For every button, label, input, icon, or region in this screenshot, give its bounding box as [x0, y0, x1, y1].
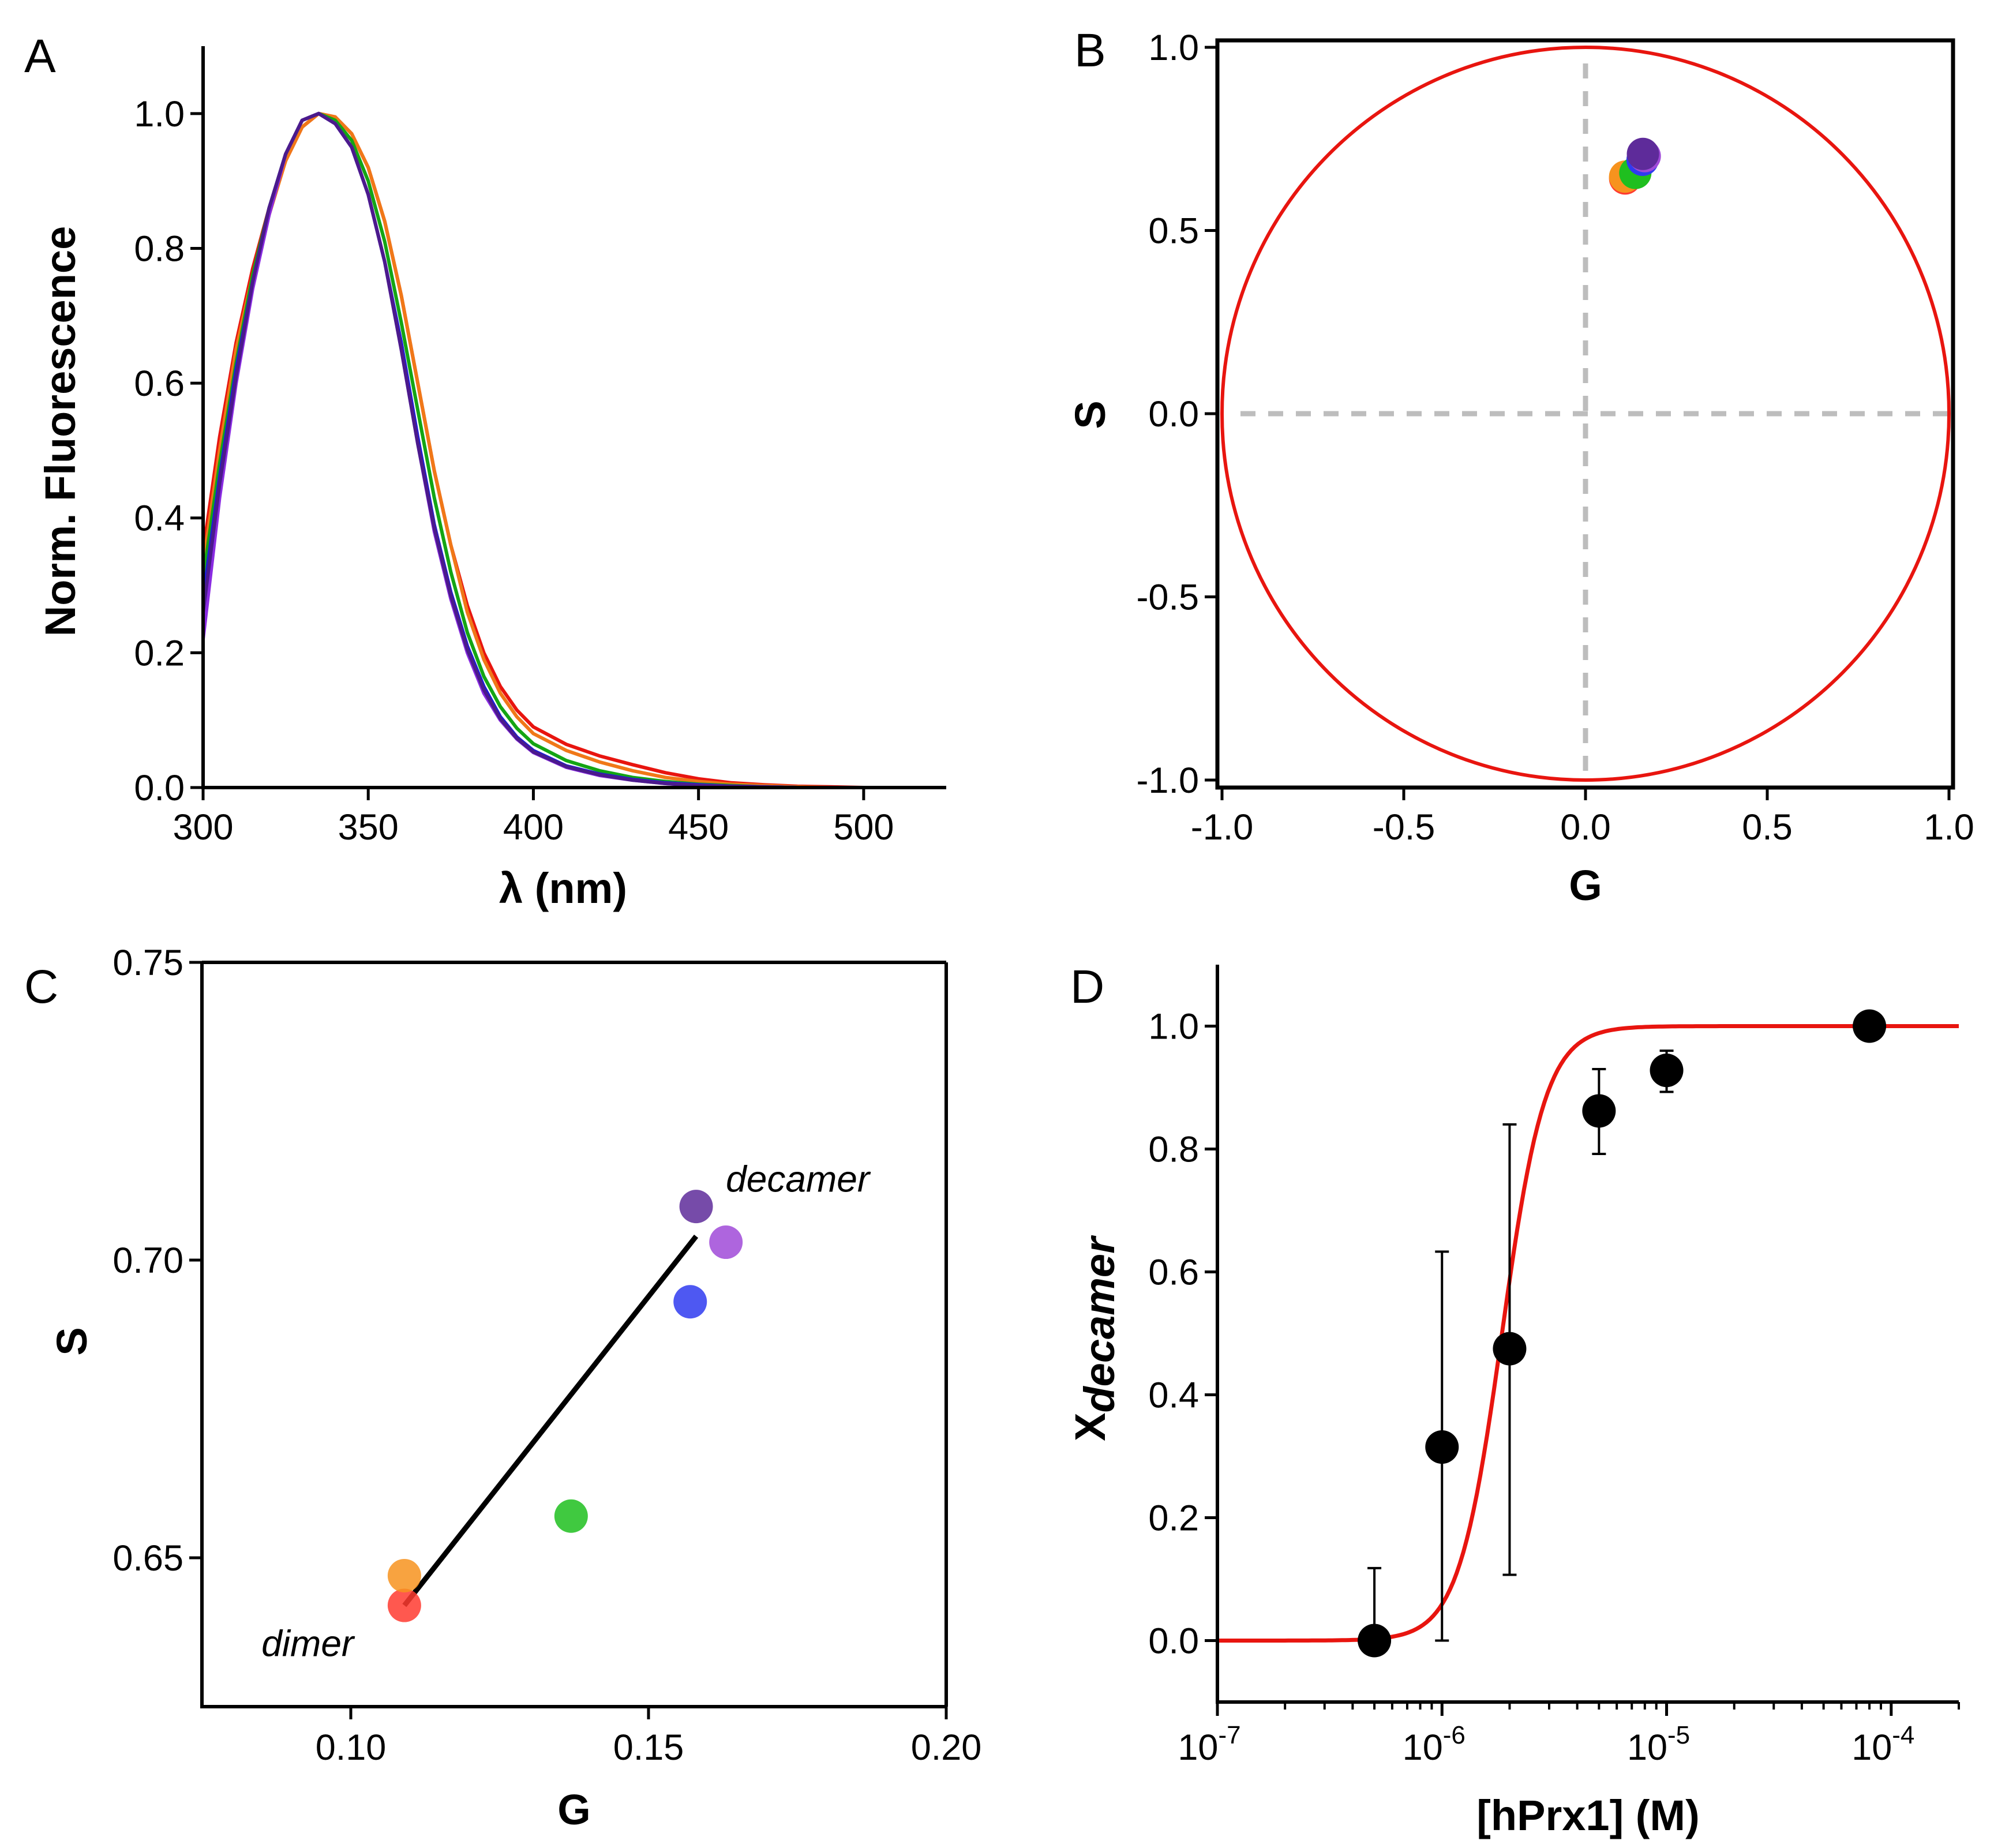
data-point [679, 1190, 713, 1224]
y-tick-label: 0.0 [134, 768, 185, 808]
x-tick-label: 400 [503, 807, 564, 848]
annotation-dimer: dimer [261, 1622, 355, 1664]
y-tick-label: 0.65 [113, 1538, 183, 1579]
series-line-green [201, 111, 864, 789]
x-axis-label: λ (nm) [499, 864, 627, 912]
y-tick-label: 1.0 [1148, 1007, 1199, 1047]
x-axis-label: G [1569, 861, 1602, 909]
y-tick-label: 0.6 [1148, 1253, 1199, 1293]
x-tick-label: 10-4 [1851, 1721, 1914, 1768]
data-point [709, 1225, 743, 1260]
x-axis-label: G [557, 1786, 591, 1834]
x-tick-label: 1.0 [1924, 807, 1974, 848]
y-axis-label: Norm. Fluorescence [36, 226, 84, 636]
x-tick-label: 500 [833, 807, 894, 848]
x-tick-label: 450 [668, 807, 729, 848]
y-axis-label: S [1066, 400, 1114, 429]
x-tick-label: 0.20 [911, 1727, 982, 1768]
data-point [673, 1285, 707, 1319]
x-tick-label: -1.0 [1191, 807, 1254, 848]
fit-curve [1217, 1024, 1959, 1643]
y-tick-label: 0.2 [134, 633, 185, 673]
y-tick-label: 0.70 [113, 1240, 183, 1281]
data-point [1650, 1054, 1684, 1088]
panel-label: D [1070, 961, 1104, 1013]
panel-b: B -1.0 -0.5 0.0 0.5 1.0 -1.0 -0.5 0.0 0.5 1.0 G S [1066, 24, 1974, 909]
y-tick-label: 0.8 [1148, 1130, 1199, 1170]
data-point [1493, 1332, 1527, 1366]
x-tick-label: -0.5 [1373, 807, 1435, 848]
x-tick-label: 0.0 [1560, 807, 1611, 848]
x-axis-label: [hPrx1] (M) [1476, 1791, 1699, 1839]
data-point [1425, 1430, 1459, 1464]
x-tick-label: 300 [173, 807, 233, 848]
trend-line [402, 1234, 699, 1607]
data-point [387, 1588, 421, 1622]
y-tick-label: 0.2 [1148, 1498, 1199, 1539]
y-tick-label: -1.0 [1136, 760, 1199, 801]
y-tick-label: 1.0 [134, 94, 185, 134]
x-tick-label: 0.10 [316, 1727, 387, 1768]
series-line-indigo [201, 111, 864, 789]
x-tick-label: 10-7 [1178, 1721, 1240, 1768]
data-point [1582, 1094, 1616, 1128]
annotation-decamer: decamer [726, 1158, 871, 1199]
series-line-orange [201, 111, 864, 789]
panel-label: C [24, 961, 58, 1013]
data-point [1626, 137, 1659, 170]
panel-a: A 300 350 400 450 500 0.0 0.2 0.4 0.6 0.8 1.0 λ (nm)… [24, 30, 946, 912]
y-tick-label: 0.0 [1148, 394, 1199, 434]
series-line-purple [201, 111, 864, 789]
y-tick-label: 0.5 [1148, 211, 1199, 252]
data-point [554, 1499, 588, 1533]
y-axis-label: S [48, 1327, 96, 1355]
data-point [1853, 1009, 1887, 1043]
data-point [1358, 1624, 1392, 1658]
x-tick-label: 0.15 [613, 1727, 684, 1768]
y-tick-label: 0.4 [134, 498, 185, 539]
series-line-blue [201, 111, 864, 789]
panel-label: A [24, 30, 56, 83]
panel-d: D 10-7 10-6 10-5 10-4 0.0 0.2 0.4 0.6 0.8 1.0 [hPrx… [1066, 961, 1960, 1839]
y-tick-label: 0.4 [1148, 1375, 1199, 1416]
x-tick-label: 10-5 [1627, 1721, 1690, 1768]
unit-circle [1220, 46, 1951, 782]
y-tick-label: 0.75 [113, 943, 183, 983]
panel-label: B [1074, 24, 1106, 77]
x-tick-label: 10-6 [1403, 1721, 1465, 1768]
y-axis-label: Xdecamer [1066, 1235, 1123, 1441]
y-tick-label: -0.5 [1136, 578, 1199, 618]
data-point [387, 1558, 421, 1592]
y-tick-label: 0.0 [1148, 1621, 1199, 1662]
x-tick-label: 350 [338, 807, 399, 848]
x-tick-label: 0.5 [1742, 807, 1793, 848]
y-tick-label: 0.8 [134, 228, 185, 269]
y-tick-label: 0.6 [134, 363, 185, 404]
series-line-red [201, 111, 864, 789]
y-tick-label: 1.0 [1148, 28, 1199, 68]
